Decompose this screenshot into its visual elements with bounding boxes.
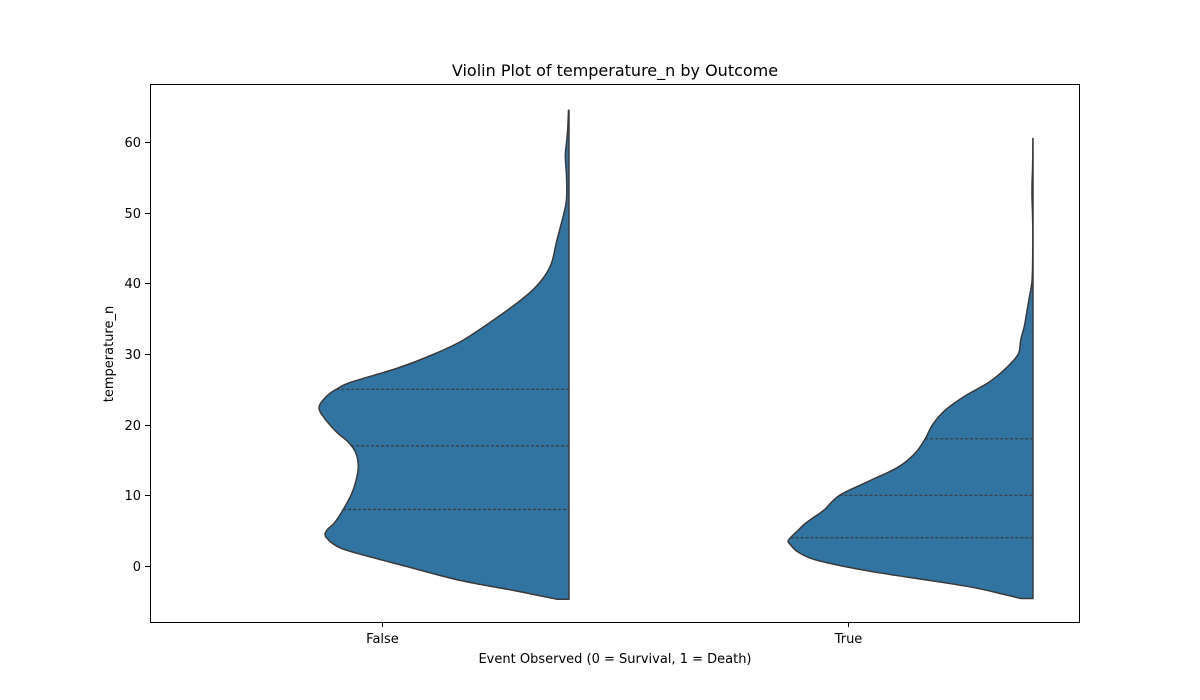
- y-tick-label: 0: [133, 560, 141, 575]
- x-axis: False True: [366, 622, 862, 647]
- plot-frame: [150, 84, 1080, 623]
- chart-title: Violin Plot of temperature_n by Outcome: [452, 61, 778, 81]
- y-axis-label: temperature_n: [102, 306, 117, 402]
- y-tick-label: 20: [124, 419, 141, 434]
- y-axis: 0 10 20 30 40 50 60: [124, 136, 150, 575]
- y-tick-label: 50: [124, 207, 141, 222]
- x-tick-label-false: False: [366, 632, 399, 647]
- violin-false: [318, 109, 570, 600]
- x-tick-label-true: True: [834, 632, 863, 647]
- y-tick-label: 60: [124, 136, 141, 151]
- x-axis-label: Event Observed (0 = Survival, 1 = Death): [478, 652, 751, 667]
- plot-area: [318, 109, 1034, 600]
- y-tick-label: 30: [124, 348, 141, 363]
- y-tick-label: 40: [124, 277, 141, 292]
- violin-true: [787, 137, 1034, 600]
- y-tick-label: 10: [124, 489, 141, 504]
